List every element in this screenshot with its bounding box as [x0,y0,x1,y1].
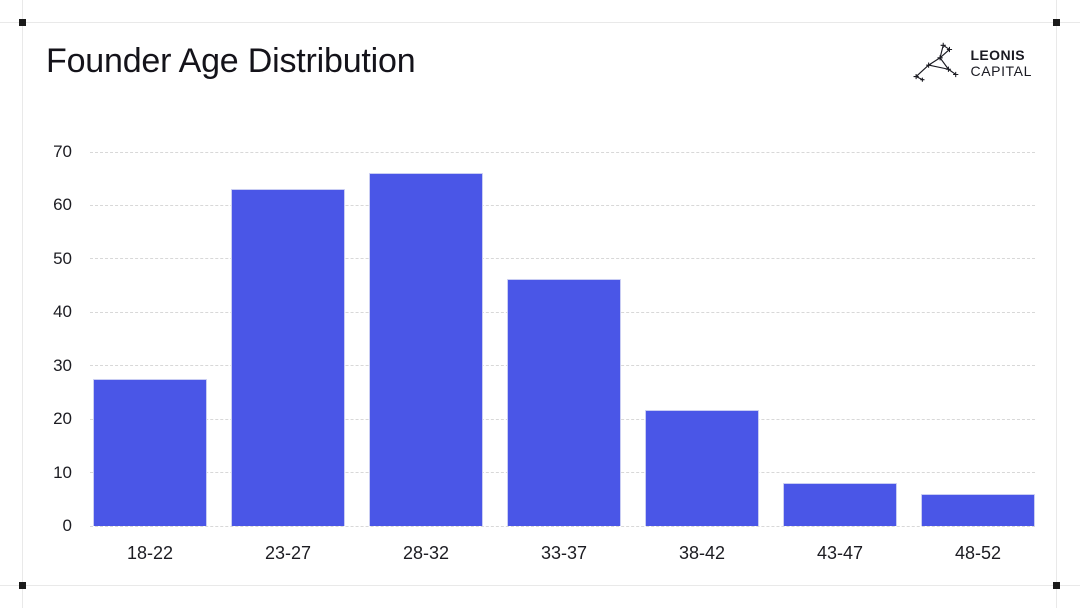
frame-line-left [22,0,23,608]
gridline-60 [90,204,1035,206]
x-tick-label-48-52: 48-52 [954,543,1002,563]
page-title: Founder Age Distribution [46,42,416,80]
x-tick-label-33-37: 33-37 [540,543,588,563]
bar-33-37 [507,278,621,526]
logo-sub-line: CAPITAL [970,63,1032,79]
crop-mark-bottom-right [1053,582,1060,589]
crop-mark-bottom-left [19,582,26,589]
x-tick-label-38-42: 38-42 [678,543,726,563]
bar-23-27 [231,189,345,526]
x-tick-label-28-32: 28-32 [402,543,450,563]
leo-constellation-icon [913,42,963,84]
gridline-50 [90,258,1035,260]
y-tick-label-50: 50 [53,248,72,268]
crop-mark-top-right [1053,19,1060,26]
logo-name-line: LEONIS [970,47,1026,63]
y-tick-label-30: 30 [53,355,72,375]
frame-line-top [0,22,1080,23]
frame-line-bottom [0,585,1080,586]
frame-line-right [1056,0,1057,608]
crop-mark-top-left [19,19,26,26]
gridline-0 [90,525,1035,527]
y-tick-label-20: 20 [53,409,72,429]
y-tick-label-70: 70 [53,142,72,161]
y-tick-label-10: 10 [53,462,72,482]
bar-43-47 [783,483,897,526]
leonis-capital-logo: LEONIS CAPITAL [913,42,1032,84]
y-tick-label-60: 60 [53,195,72,215]
bar-18-22 [93,379,207,526]
x-tick-label-43-47: 43-47 [816,543,864,563]
bar-38-42 [645,409,759,526]
logo-wordmark: LEONIS CAPITAL [970,48,1032,78]
gridline-70 [90,151,1035,153]
bar-48-52 [921,494,1035,526]
y-tick-label-0: 0 [62,516,72,535]
bar-28-32 [369,173,483,526]
x-tick-label-23-27: 23-27 [264,543,312,563]
x-tick-label-18-22: 18-22 [126,543,174,563]
y-tick-label-40: 40 [53,302,72,322]
